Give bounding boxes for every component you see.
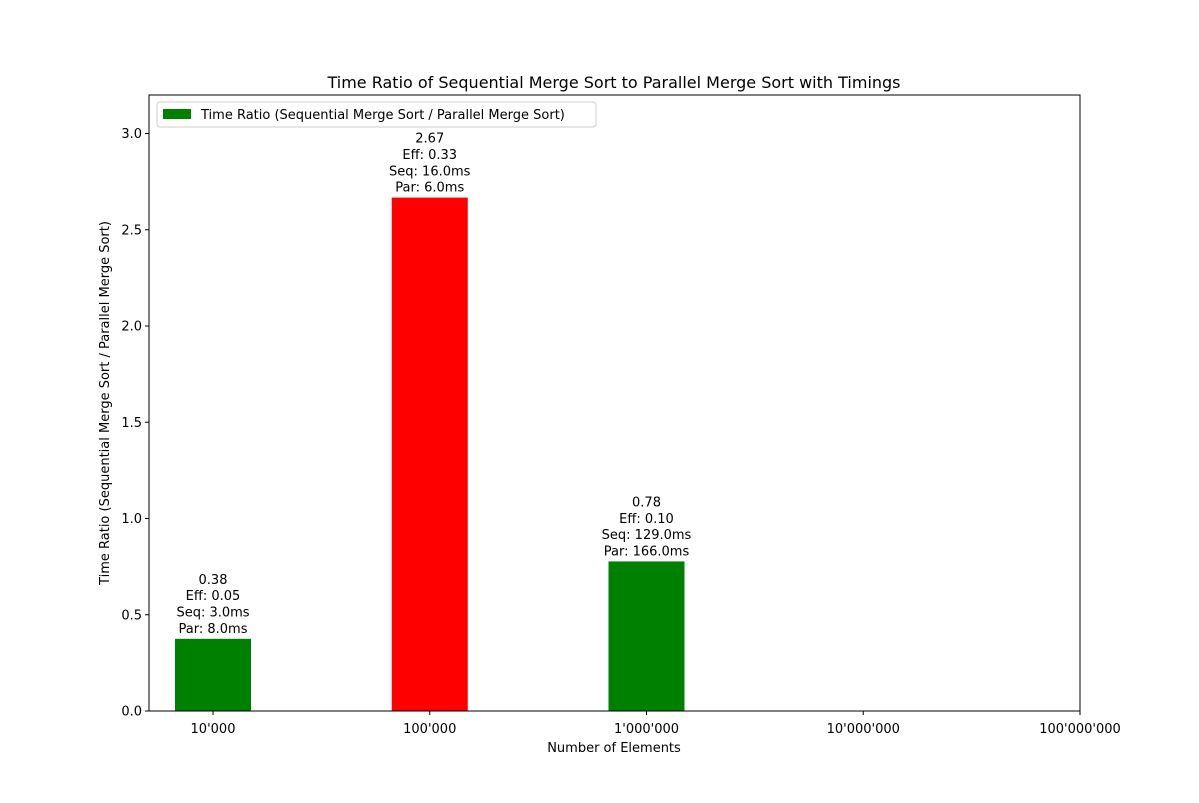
plot-area-frame <box>148 94 1081 712</box>
bar-data-label: Eff: 0.33 <box>402 148 457 163</box>
y-tick-label: 2.5 <box>121 223 142 238</box>
x-axis-label: Number of Elements <box>547 741 681 756</box>
x-tick-label: 10'000'000 <box>827 722 900 737</box>
legend-label: Time Ratio (Sequential Merge Sort / Para… <box>200 108 565 123</box>
bar-data-label: Par: 8.0ms <box>179 622 248 637</box>
bar-data-label: Par: 166.0ms <box>604 544 690 559</box>
bar-data-label: Eff: 0.05 <box>186 589 241 604</box>
x-tick-label: 100'000'000 <box>1039 722 1121 737</box>
bar-data-label: Seq: 16.0ms <box>389 164 471 179</box>
legend: Time Ratio (Sequential Merge Sort / Para… <box>156 101 597 128</box>
y-axis: 0.0 0.5 1.0 1.5 2.0 2.5 3.0 <box>121 127 149 720</box>
bar-data-label: Eff: 0.10 <box>619 512 674 527</box>
x-tick-label: 10'000 <box>191 722 236 737</box>
y-tick-label: 1.5 <box>121 416 142 431</box>
legend-swatch <box>163 109 191 119</box>
bars-layer <box>175 197 685 712</box>
y-tick-label: 0.0 <box>121 705 142 720</box>
bar-data-label: 0.78 <box>632 496 661 511</box>
y-tick-label: 2.0 <box>121 320 142 335</box>
x-axis: 10'000 100'000 1'000'000 10'000'000 100'000'… <box>191 711 1121 737</box>
y-axis-label: Time Ratio (Sequential Merge Sort / Para… <box>98 221 113 586</box>
y-tick-label: 0.5 <box>121 608 142 623</box>
bar-data-label: Par: 6.0ms <box>395 181 464 196</box>
bar <box>391 197 468 712</box>
chart-title: Time Ratio of Sequential Merge Sort to P… <box>326 73 900 92</box>
x-tick-label: 1'000'000 <box>614 722 679 737</box>
bar-data-label: 2.67 <box>415 132 444 147</box>
y-tick-label: 3.0 <box>121 127 142 142</box>
y-tick-label: 1.0 <box>121 512 142 527</box>
bar-data-label: Seq: 3.0ms <box>176 606 249 621</box>
bar-data-label: Seq: 129.0ms <box>602 528 692 543</box>
bar-data-label: 0.38 <box>199 573 228 588</box>
legend-box <box>156 101 597 128</box>
x-tick-label: 100'000 <box>403 722 456 737</box>
bar <box>175 638 251 711</box>
bar <box>608 561 685 711</box>
